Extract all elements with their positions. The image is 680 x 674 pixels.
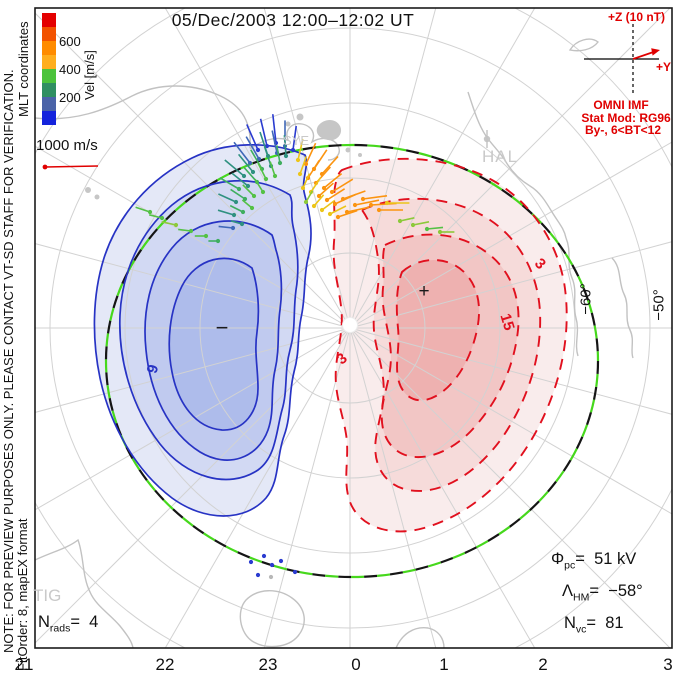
positive-potential-contours [332,157,568,533]
colorbar-tick-400: 400 [59,62,81,77]
colorbar-segment [42,69,56,83]
fit-order-note: FitOrder: 8, mapEX format [15,518,30,671]
imf-y-axis-label: +Y [656,60,672,74]
imf-z-axis-label: +Z (10 nT) [608,10,666,24]
positive-cell-marker: + [418,281,430,302]
colorbar-segment [42,83,56,97]
mlt-tick-0: 0 [351,655,361,674]
plot-title: 05/Dec/2003 12:00–12:02 UT [171,10,415,30]
preview-note: NOTE: FOR PREVIEW PURPOSES ONLY. PLEASE … [1,69,16,653]
n-symbol: N [564,614,576,632]
coastlines [35,38,634,648]
reference-vector-label: 1000 m/s [36,137,98,154]
colorbar-swatches [42,13,56,125]
mlt-tick-21: 21 [14,655,34,674]
n-symbol: N [38,613,50,631]
imf-conditions-label: By-, 6<BT<12 [584,123,662,137]
mlt-tick-2: 2 [538,655,548,674]
colorbar-segment [42,97,56,111]
colorbar-tick-600: 600 [59,34,81,49]
mlt-tick-22: 22 [155,655,175,674]
stat-hm-boundary-latitude: ΛHM= −58° [562,582,643,604]
colorbar-axis-label: Vel [m/s] [82,50,97,100]
station-label-tig: TIG [33,586,62,605]
negative-potential-contours [93,143,312,517]
lambda-symbol: Λ [562,582,574,600]
imf-source-label: OMNI IMF [593,98,649,112]
mlt-tick-23: 23 [258,655,278,674]
hm-boundary-green-dashes [104,143,600,579]
coordinates-note: MLT coordinates [16,21,31,117]
negative-cell-marker: − [215,315,229,340]
colorbar-segment [42,41,56,55]
latitude-label-50: −50° [650,289,668,321]
latitude-label-60: −60° [577,283,595,315]
colorbar-segment [42,27,56,41]
imf-vector-arrowhead [651,48,660,56]
stat-radar-count: Nrads= 4 [38,613,99,635]
velocity-vectors [135,114,455,580]
station-label-hal: HAL [482,147,519,166]
colorbar-segment [42,13,56,27]
imf-vector-line [632,50,656,60]
colorbar-tick-200: 200 [59,90,81,105]
mlt-tick-1: 1 [439,655,449,674]
mlt-tick-3: 3 [663,655,673,674]
imf-dial [584,18,660,96]
stat-vector-count: Nvc= 81 [564,614,624,636]
phi-symbol: Φ [551,550,565,568]
plot-frame [34,7,673,649]
station-label-sye: SYE [283,133,310,148]
reference-vector-arrow [42,164,99,170]
stat-cross-polar-cap-potential: Φpc= 51 kV [551,550,637,572]
colorbar-segment [42,55,56,69]
magnetic-pole-dot [342,317,358,333]
potential-cell-fills [94,144,567,532]
colorbar-segment [42,111,56,125]
imf-model-label: Stat Mod: RG96 [581,111,671,125]
